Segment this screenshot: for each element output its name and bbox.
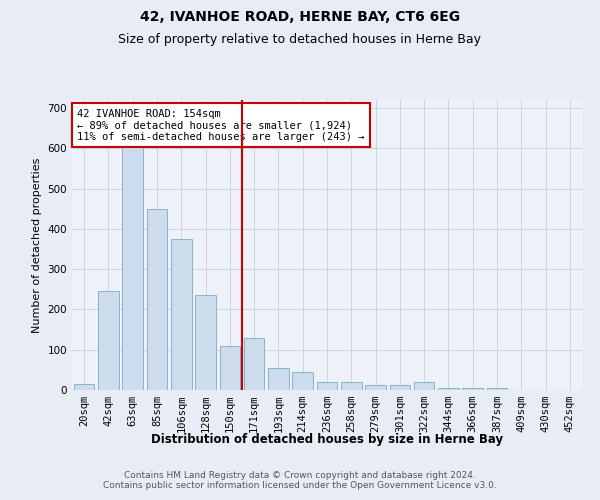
- Bar: [389, 385, 410, 390]
- Text: 42, IVANHOE ROAD, HERNE BAY, CT6 6EG: 42, IVANHOE ROAD, HERNE BAY, CT6 6EG: [140, 10, 460, 24]
- Bar: [292, 372, 313, 390]
- Text: 42 IVANHOE ROAD: 154sqm
← 89% of detached houses are smaller (1,924)
11% of semi: 42 IVANHOE ROAD: 154sqm ← 89% of detache…: [77, 108, 365, 142]
- Bar: [317, 382, 337, 390]
- Text: Distribution of detached houses by size in Herne Bay: Distribution of detached houses by size …: [151, 432, 503, 446]
- Text: Size of property relative to detached houses in Herne Bay: Size of property relative to detached ho…: [119, 32, 482, 46]
- Bar: [487, 388, 508, 390]
- Bar: [414, 382, 434, 390]
- Bar: [220, 346, 240, 390]
- Bar: [463, 388, 483, 390]
- Bar: [268, 368, 289, 390]
- Text: Contains HM Land Registry data © Crown copyright and database right 2024.
Contai: Contains HM Land Registry data © Crown c…: [103, 470, 497, 490]
- Bar: [98, 292, 119, 390]
- Bar: [146, 209, 167, 390]
- Bar: [122, 140, 143, 390]
- Bar: [365, 385, 386, 390]
- Bar: [195, 296, 216, 390]
- Y-axis label: Number of detached properties: Number of detached properties: [32, 158, 42, 332]
- Bar: [438, 388, 459, 390]
- Bar: [341, 382, 362, 390]
- Bar: [171, 239, 191, 390]
- Bar: [74, 384, 94, 390]
- Bar: [244, 338, 265, 390]
